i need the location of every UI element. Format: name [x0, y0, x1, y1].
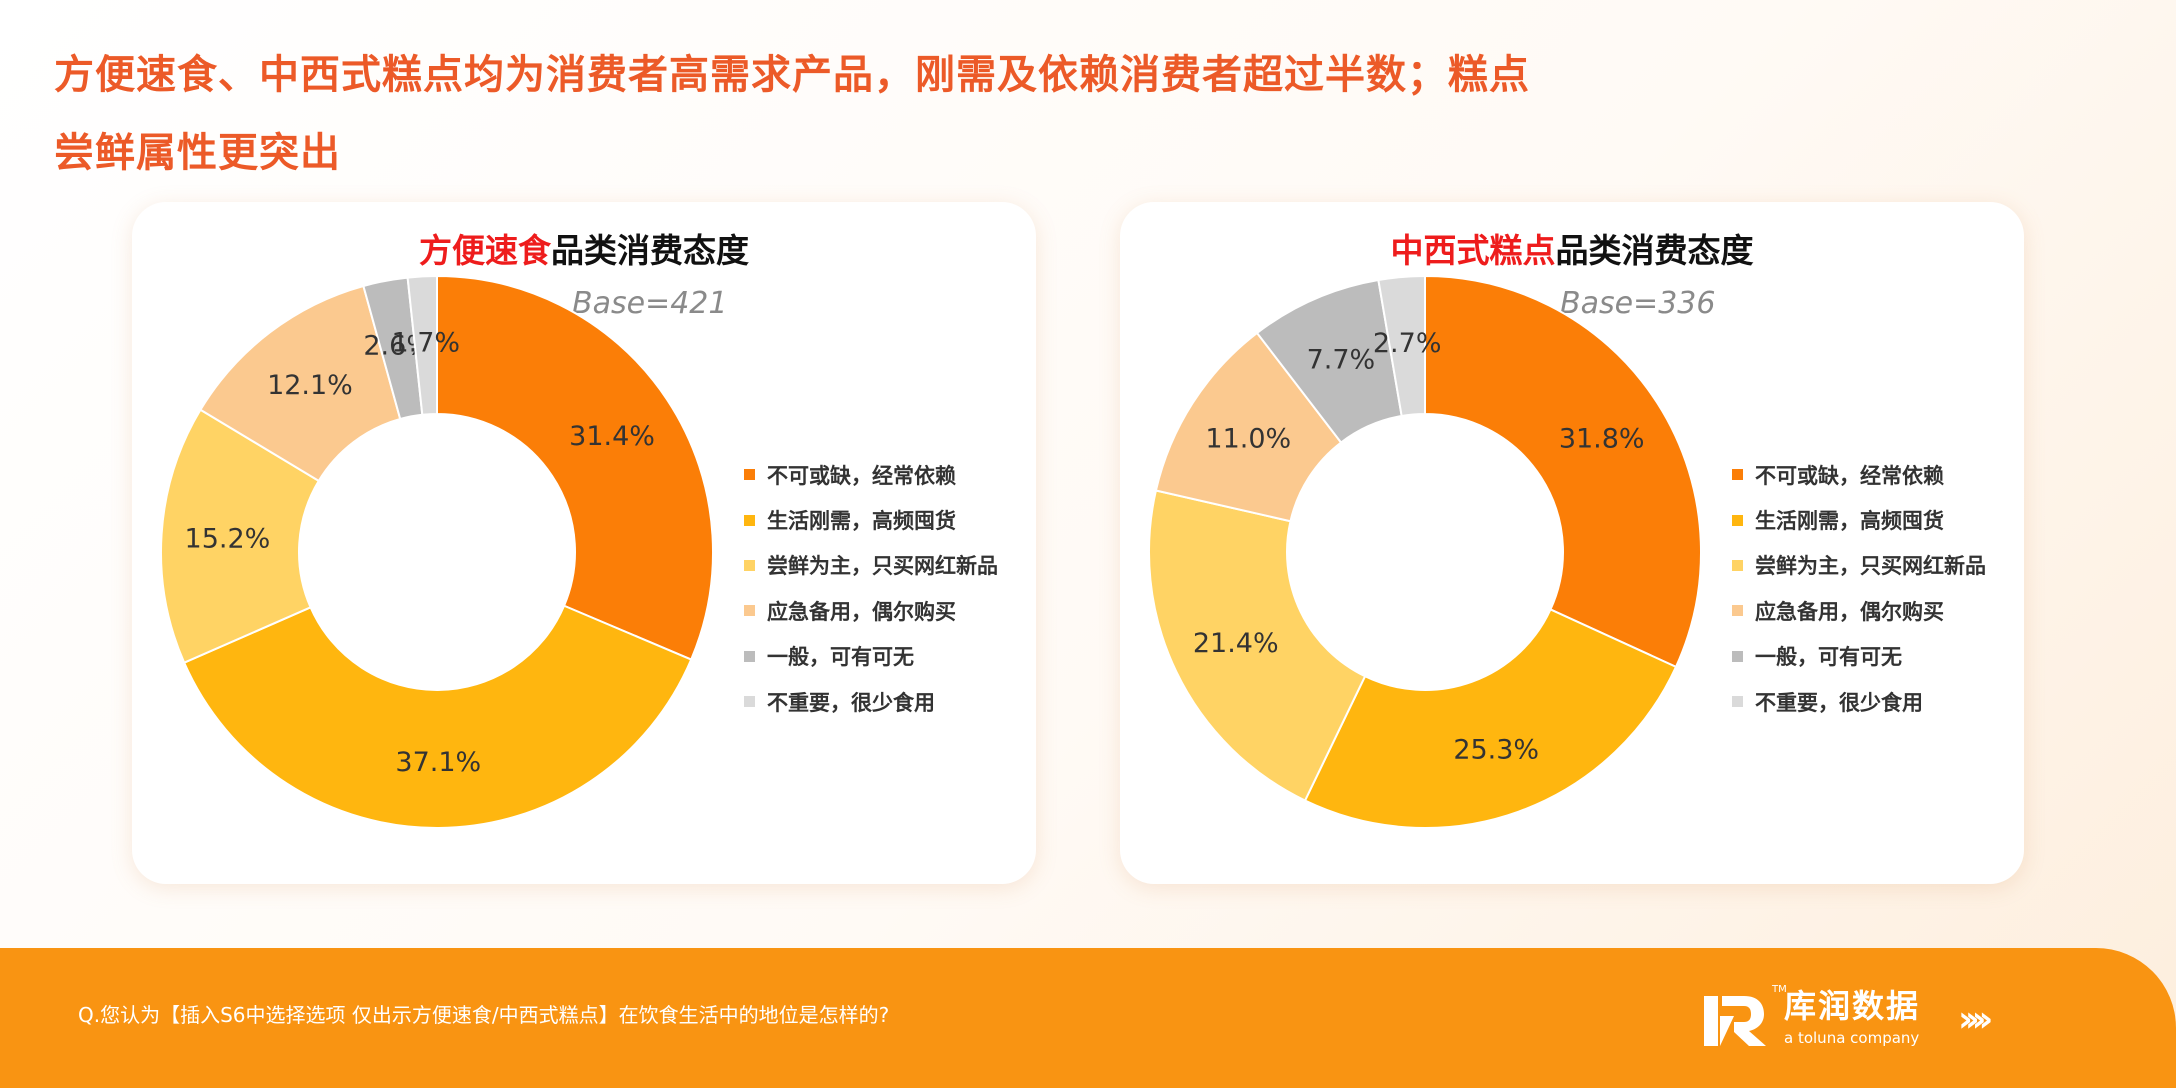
brand-logo: TM 库润数据 a toluna company ››››: [1700, 984, 2100, 1056]
donut-slice-essential: [1424, 274, 1702, 669]
legend-swatch: [744, 469, 755, 481]
data-label: 37.1%: [395, 747, 481, 778]
chart-title-rest: 品类消费态度: [1555, 231, 1754, 270]
data-label: 15.2%: [185, 523, 271, 554]
chart-card-pastry: 中西式糕点品类消费态度 Base=336 31.8% 25.3% 21.4% 11.0…: [1120, 202, 2024, 884]
legend-label: 不可或缺，经常依赖: [767, 463, 956, 488]
legend-swatch: [744, 605, 755, 617]
data-label: 7.7%: [1307, 345, 1376, 376]
legend-label: 生活刚需，高频囤货: [767, 509, 956, 534]
donut-slice-trial: [160, 408, 321, 665]
legend-swatch: [744, 696, 755, 708]
data-label: 1.7%: [391, 327, 460, 358]
donut-slice-backup: [199, 284, 402, 483]
donut-slice-essential: [436, 274, 714, 661]
chart-legend: 不可或缺，经常依赖 生活刚需，高频囤货尝鲜为主，只买网红新品 应急备用，偶尔购买 一般…: [1732, 452, 1986, 724]
legend-label: 一般，可有可无: [1755, 645, 1902, 670]
data-label: 11.0%: [1205, 424, 1291, 455]
headline-line-2: 尝鲜属性更突出: [54, 130, 341, 176]
legend-swatch: [744, 514, 755, 526]
legend-label: 不重要，很少食用: [767, 690, 935, 715]
data-label: 12.1%: [267, 370, 353, 401]
donut-slice-unimportant: [406, 274, 438, 416]
legend-swatch: [1732, 469, 1743, 481]
data-label: 31.4%: [569, 421, 655, 452]
chart-title-highlight: 方便速食: [419, 231, 551, 270]
chart-title: 方便速食品类消费态度: [132, 226, 1036, 276]
brand-subtitle: a toluna company: [1784, 1029, 1920, 1047]
page-title: 方便速食、中西式糕点均为消费者高需求产品，刚需及依赖消费者超过半数；糕点 尝鲜属…: [54, 36, 1614, 192]
data-label: 2.7%: [1373, 328, 1442, 359]
legend-label: 尝鲜为主，只买网红新品: [1755, 554, 1986, 579]
chart-card-instant-food: 方便速食品类消费态度 Base=421 31.4% 37.1% 15.2% 12.1%…: [132, 202, 1036, 884]
donut-slice-daily-need: [182, 604, 693, 829]
legend-swatch: [1732, 696, 1743, 708]
chart-title-rest: 品类消费态度: [551, 231, 749, 270]
donut-slice-daily-need: [1303, 608, 1678, 829]
legend-item-neutral: 一般，可有可无: [1732, 634, 1986, 679]
legend-swatch: [1732, 514, 1743, 526]
legend-item-trial: 尝鲜为主，只买网红新品: [1732, 543, 1986, 588]
legend-item-neutral: 一般，可有可无: [744, 634, 998, 679]
donut-slice-unimportant: [1377, 274, 1426, 418]
brand-mark-icon: [1704, 996, 1766, 1046]
chevron-arrows-icon: ››››: [1958, 999, 1993, 1040]
legend-label: 生活刚需，高频囤货: [1755, 509, 1944, 534]
chart-title-highlight: 中西式糕点: [1390, 231, 1556, 270]
legend-item-daily-need: 生活刚需，高频囤货: [744, 497, 998, 542]
brand-name: 库润数据: [1784, 987, 1921, 1025]
legend-swatch: [744, 650, 755, 662]
legend-item-trial: 尝鲜为主，只买网红新品: [744, 543, 998, 588]
legend-label: 不重要，很少食用: [1755, 690, 1923, 715]
donut-slice-trial: [1148, 489, 1367, 802]
legend-label: 不可或缺，经常依赖: [1755, 463, 1944, 488]
headline-line-1: 方便速食、中西式糕点均为消费者高需求产品，刚需及依赖消费者超过半数；糕点: [54, 52, 1530, 98]
data-label: 25.3%: [1453, 735, 1539, 766]
chart-title: 中西式糕点品类消费态度: [1120, 226, 2024, 276]
legend-swatch: [1732, 559, 1743, 571]
legend-item-unimportant: 不重要，很少食用: [744, 679, 998, 724]
legend-item-essential: 不可或缺，经常依赖: [1732, 452, 1986, 497]
legend-item-unimportant: 不重要，很少食用: [1732, 679, 1986, 724]
data-label: 21.4%: [1193, 628, 1279, 659]
data-label: 31.8%: [1559, 424, 1645, 455]
legend-item-backup: 应急备用，偶尔购买: [744, 588, 998, 633]
chart-legend: 不可或缺，经常依赖 生活刚需，高频囤货尝鲜为主，只买网红新品 应急备用，偶尔购买 一般…: [744, 452, 998, 724]
legend-swatch: [1732, 650, 1743, 662]
legend-item-daily-need: 生活刚需，高频囤货: [1732, 497, 1986, 542]
legend-label: 尝鲜为主，只买网红新品: [767, 554, 998, 579]
footer-bar: Q.您认为【插入S6中选择选项 仅出示方便速食/中西式糕点】在饮食生活中的地位是…: [0, 948, 2176, 1088]
legend-label: 一般，可有可无: [767, 645, 914, 670]
legend-item-essential: 不可或缺，经常依赖: [744, 452, 998, 497]
survey-question: Q.您认为【插入S6中选择选项 仅出示方便速食/中西式糕点】在饮食生活中的地位是…: [78, 1003, 890, 1027]
legend-swatch: [1732, 605, 1743, 617]
legend-label: 应急备用，偶尔购买: [1755, 599, 1944, 624]
brand-trademark: TM: [1772, 984, 1787, 995]
legend-item-backup: 应急备用，偶尔购买: [1732, 588, 1986, 633]
legend-swatch: [744, 559, 755, 571]
legend-label: 应急备用，偶尔购买: [767, 599, 956, 624]
